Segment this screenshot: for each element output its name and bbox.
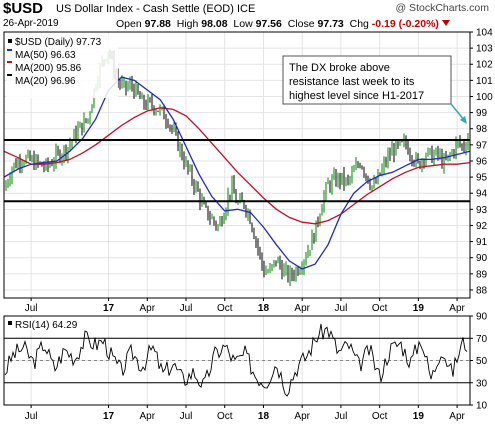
rsi-x-tick-label: Apr bbox=[294, 411, 310, 422]
legend-ma50: MA(50) 96.63 bbox=[15, 50, 76, 61]
ohlc-readout: Open 97.88 High 98.08 Low 97.56 Close 97… bbox=[116, 18, 450, 30]
rsi-label: RSI(14) 64.29 bbox=[15, 320, 78, 331]
rsi-x-tick-label: 17 bbox=[103, 411, 115, 422]
legend-ma200: MA(200) 95.86 bbox=[15, 63, 82, 74]
ma50-line bbox=[3, 76, 471, 270]
rsi-label-box: RSI(14) 64.29 bbox=[6, 318, 78, 331]
watermark: @ StockCharts.com bbox=[395, 2, 489, 14]
high-value: 98.08 bbox=[201, 18, 228, 30]
y-tick-label: 88 bbox=[476, 285, 488, 296]
close-value: 97.73 bbox=[317, 18, 344, 30]
exchange-label: ICE bbox=[236, 3, 256, 15]
change-value: -0.19 (-0.20%) bbox=[371, 18, 439, 30]
main-x-axis: Jul 17 Apr Jul Oct 18 Apr Jul Oct 19 Apr bbox=[25, 298, 466, 314]
low-label: Low bbox=[233, 18, 253, 30]
y-tick-label: 104 bbox=[476, 28, 493, 39]
x-tick-label: Oct bbox=[372, 303, 388, 314]
rsi-x-tick-label: Jul bbox=[335, 411, 348, 422]
rsi-x-tick-label: 18 bbox=[258, 411, 270, 422]
legend-box: $USD (Daily) 97.73 MA(50) 96.63 MA(200) … bbox=[6, 34, 118, 98]
main-y-axis: 88 89 90 91 92 93 94 95 96 97 98 99 100 101 102 103 104 bbox=[470, 28, 493, 296]
legend-price: $USD (Daily) 97.73 bbox=[15, 37, 102, 48]
y-tick-label: 103 bbox=[476, 44, 493, 55]
high-label: High bbox=[176, 18, 199, 30]
y-tick-label: 93 bbox=[476, 205, 488, 216]
rsi-x-tick-label: Oct bbox=[372, 411, 388, 422]
y-tick-label: 91 bbox=[476, 237, 488, 248]
legend-swatch-price bbox=[8, 39, 12, 43]
quote-date: 26-Apr-2019 bbox=[3, 18, 59, 29]
chart-header: $USD US Dollar Index - Cash Settle (EOD)… bbox=[0, 0, 495, 32]
rsi-y-tick-label: 70 bbox=[476, 334, 488, 345]
rsi-x-tick-label: Jul bbox=[180, 411, 193, 422]
x-tick-label: Apr bbox=[449, 303, 465, 314]
y-tick-label: 101 bbox=[476, 76, 493, 87]
security-name: US Dollar Index - Cash Settle (EOD) ICE bbox=[56, 3, 255, 15]
change-label: Chg bbox=[349, 18, 369, 30]
y-tick-label: 89 bbox=[476, 269, 488, 280]
rsi-y-tick-label: 50 bbox=[476, 356, 488, 367]
open-label: Open bbox=[116, 18, 142, 30]
y-tick-label: 97 bbox=[476, 140, 488, 151]
down-arrow-icon bbox=[441, 20, 450, 26]
close-label: Close bbox=[287, 18, 315, 30]
annotation-line-2: resistance last week to its bbox=[289, 76, 415, 88]
y-tick-label: 98 bbox=[476, 124, 488, 135]
x-tick-label: Oct bbox=[217, 303, 233, 314]
y-tick-label: 90 bbox=[476, 253, 488, 264]
annotation-line-1: The DX broke above bbox=[289, 62, 390, 74]
low-value: 97.56 bbox=[255, 18, 282, 30]
rsi-label-background bbox=[6, 318, 76, 330]
y-tick-label: 92 bbox=[476, 221, 488, 232]
open-value: 97.88 bbox=[144, 18, 171, 30]
rsi-x-axis: Jul 17 Apr Jul Oct 18 Apr Jul Oct 19 Apr bbox=[25, 405, 466, 422]
annotation-line-3: highest level since H1-2017 bbox=[289, 90, 424, 102]
rsi-y-tick-label: 30 bbox=[476, 378, 488, 389]
x-tick-label: Apr bbox=[294, 303, 310, 314]
rsi-x-tick-label: Jul bbox=[25, 411, 38, 422]
rsi-grid bbox=[4, 316, 470, 405]
annotation-callout: The DX broke above resistance last week … bbox=[282, 55, 467, 124]
y-tick-label: 94 bbox=[476, 189, 488, 200]
annotation-box bbox=[282, 55, 452, 105]
main-plot-frame bbox=[3, 31, 471, 299]
y-tick-label: 99 bbox=[476, 108, 488, 119]
rsi-swatch bbox=[8, 321, 12, 325]
rsi-y-tick-label: 10 bbox=[476, 401, 488, 412]
rsi-x-tick-label: Apr bbox=[449, 411, 465, 422]
rsi-x-tick-label: Apr bbox=[140, 411, 156, 422]
y-tick-label: 102 bbox=[476, 60, 493, 71]
security-name-text: US Dollar Index - Cash Settle (EOD) bbox=[56, 3, 234, 15]
x-tick-label: Jul bbox=[25, 303, 38, 314]
x-tick-label: Jul bbox=[335, 303, 348, 314]
y-tick-label: 96 bbox=[476, 156, 488, 167]
ma200-line bbox=[3, 107, 471, 225]
rsi-y-axis: 10 30 50 70 90 bbox=[470, 312, 488, 412]
rsi-x-tick-label: Oct bbox=[217, 411, 233, 422]
rsi-line bbox=[4, 323, 468, 397]
annotation-arrow-head bbox=[460, 116, 467, 124]
x-tick-label: 19 bbox=[413, 303, 425, 314]
rsi-series-group bbox=[4, 323, 468, 397]
y-tick-label: 100 bbox=[476, 92, 493, 103]
x-tick-label: 17 bbox=[103, 303, 115, 314]
legend-ma20: MA(20) 96.96 bbox=[15, 76, 76, 87]
legend-background bbox=[6, 34, 118, 98]
x-tick-label: 18 bbox=[258, 303, 270, 314]
x-tick-label: Apr bbox=[140, 303, 156, 314]
x-tick-label: Jul bbox=[180, 303, 193, 314]
rsi-y-tick-label: 90 bbox=[476, 312, 488, 323]
symbol-title: $USD bbox=[3, 0, 44, 17]
y-tick-label: 95 bbox=[476, 173, 488, 184]
rsi-x-tick-label: 19 bbox=[413, 411, 425, 422]
